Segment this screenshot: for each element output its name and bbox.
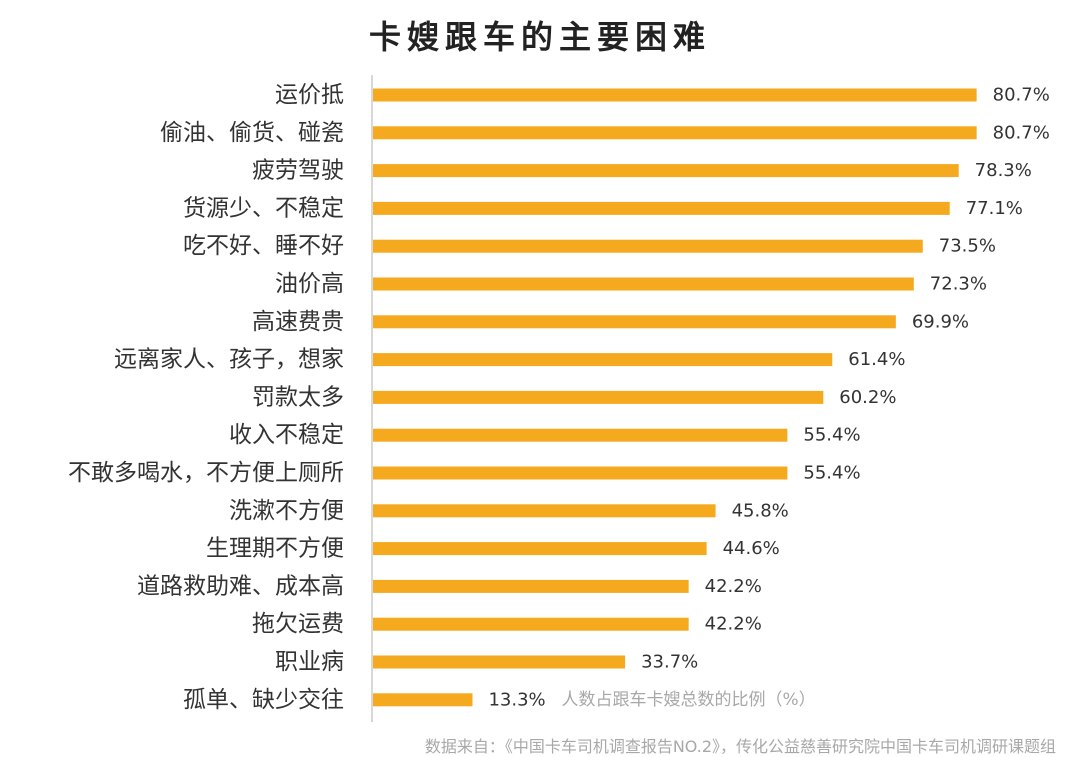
value-label: 33.7% — [641, 652, 698, 673]
bar — [373, 201, 950, 215]
category-label: 洗漱不方便 — [229, 498, 344, 524]
bar — [373, 164, 959, 178]
bar — [373, 239, 923, 253]
chart-title: 卡嫂跟车的主要困难 — [368, 18, 711, 56]
value-label: 77.1% — [966, 198, 1023, 219]
category-label: 货源少、不稳定 — [183, 195, 344, 221]
value-label: 80.7% — [993, 85, 1050, 106]
bar — [373, 315, 896, 329]
value-label: 42.2% — [705, 576, 762, 597]
bar — [373, 88, 977, 102]
category-label: 罚款太多 — [252, 384, 344, 410]
bar — [373, 617, 689, 631]
bar — [373, 542, 707, 556]
bar — [373, 466, 788, 480]
category-label: 油价高 — [275, 271, 344, 297]
bar — [373, 428, 788, 442]
unit-note: 人数占跟车卡嫂总数的比例（%） — [561, 690, 815, 710]
value-label: 78.3% — [975, 160, 1032, 181]
category-label: 职业病 — [275, 649, 344, 675]
category-label: 不敢多喝水，不方便上厕所 — [68, 460, 344, 486]
bar — [373, 693, 473, 707]
bar — [373, 353, 833, 367]
category-label: 拖欠运费 — [252, 611, 344, 637]
category-label: 吃不好、睡不好 — [183, 233, 344, 259]
bar — [373, 390, 824, 404]
value-label: 80.7% — [993, 122, 1050, 143]
bar — [373, 504, 716, 518]
bar — [373, 655, 626, 669]
category-label: 孤单、缺少交往 — [183, 687, 344, 713]
value-label: 60.2% — [839, 387, 896, 408]
bar — [373, 126, 977, 140]
value-label: 13.3% — [488, 689, 545, 710]
value-label: 61.4% — [848, 349, 905, 370]
value-label: 42.2% — [705, 614, 762, 635]
value-label: 55.4% — [803, 425, 860, 446]
value-label: 73.5% — [939, 236, 996, 257]
category-label: 高速费贵 — [252, 309, 344, 335]
value-label: 69.9% — [912, 311, 969, 332]
category-label: 道路救助难、成本高 — [137, 573, 344, 599]
category-label: 收入不稳定 — [229, 422, 344, 448]
category-label: 偷油、偷货、碰瓷 — [160, 120, 344, 146]
value-label: 55.4% — [803, 463, 860, 484]
bar — [373, 579, 689, 593]
source-note: 数据来自：《中国卡车司机调查报告NO.2》，传化公益慈善研究院中国卡车司机调研课… — [424, 737, 1056, 756]
value-label: 72.3% — [930, 274, 987, 295]
value-label: 45.8% — [732, 500, 789, 521]
bar — [373, 277, 914, 291]
category-label: 疲劳驾驶 — [252, 158, 344, 184]
category-label: 运价抵 — [275, 82, 344, 108]
category-label: 远离家人、孩子，想家 — [114, 347, 344, 373]
category-label: 生理期不方便 — [206, 536, 344, 562]
value-label: 44.6% — [723, 538, 780, 559]
